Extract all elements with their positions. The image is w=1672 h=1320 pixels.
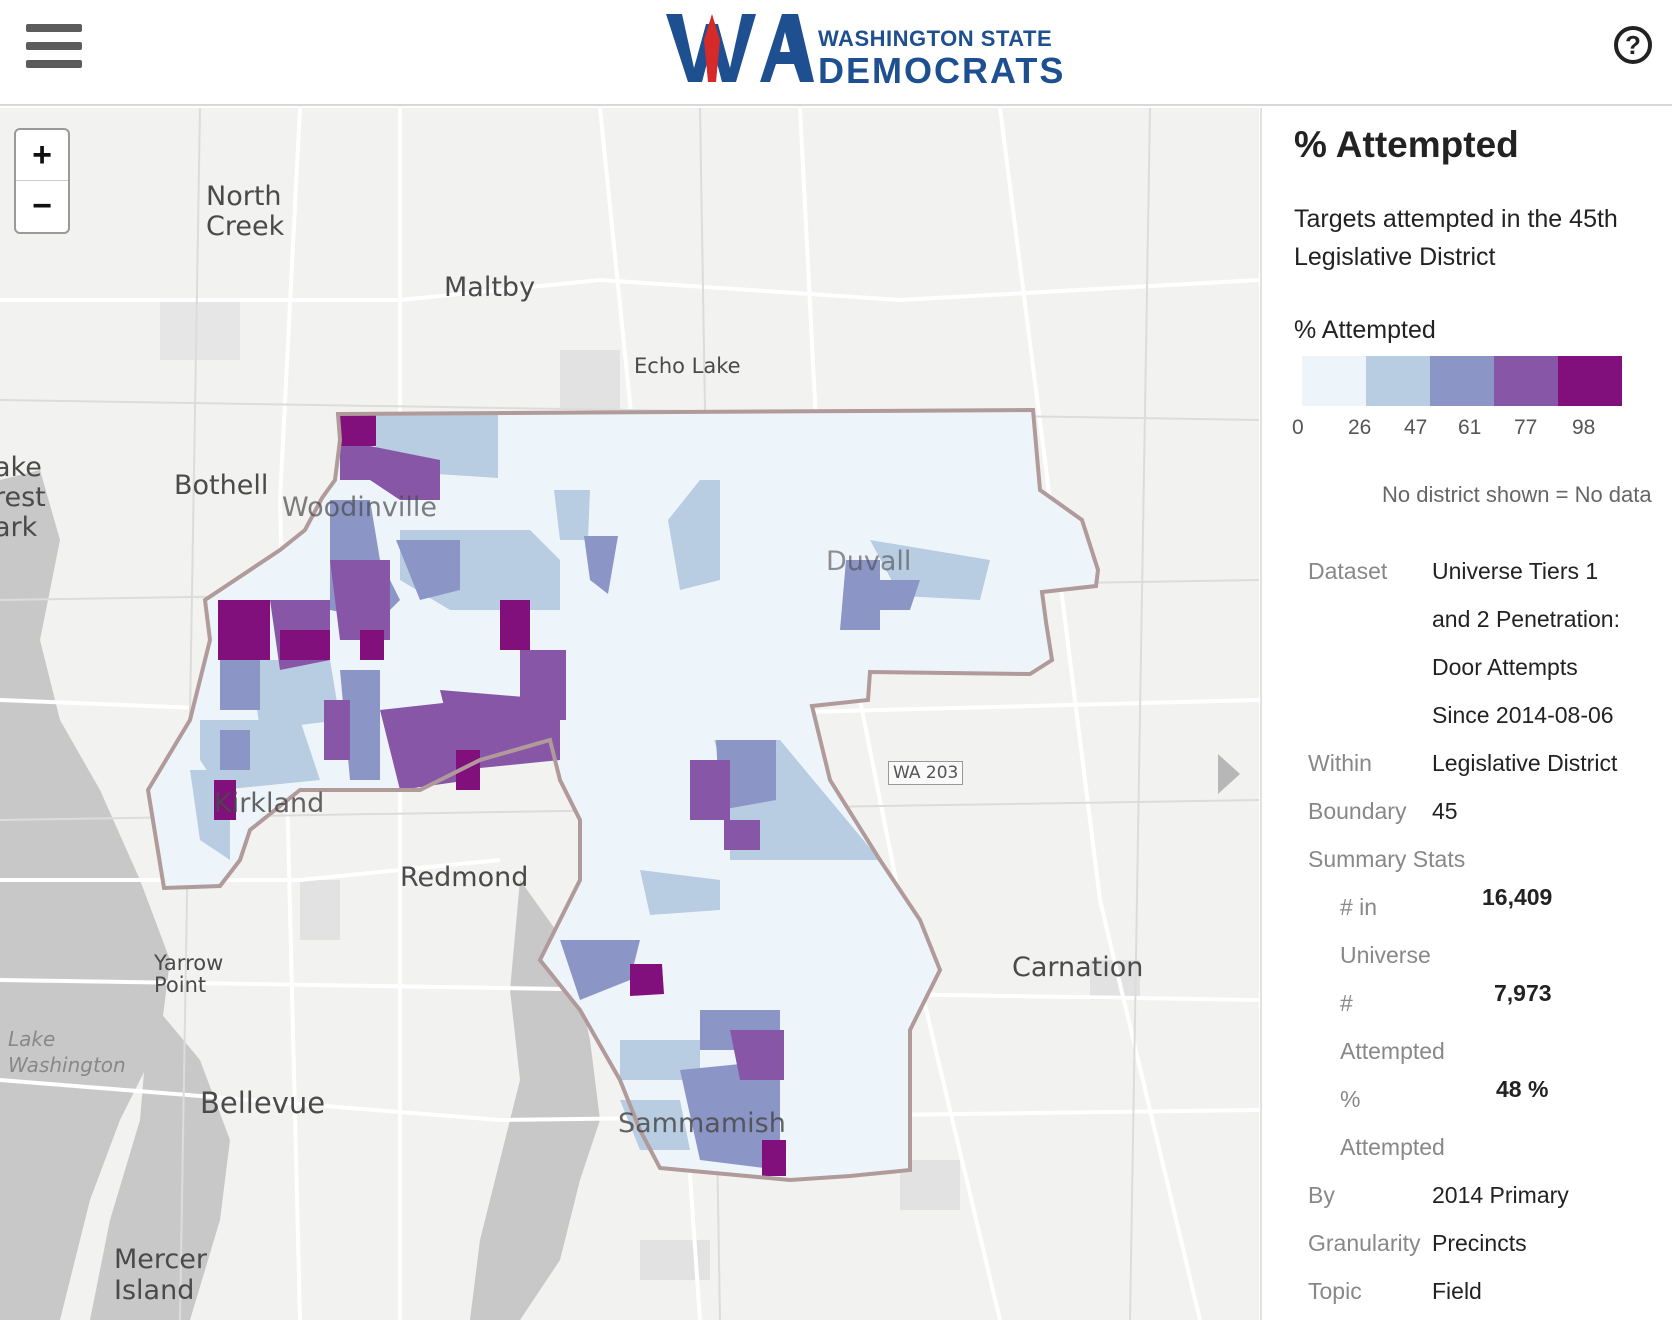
place-carnation: Carnation <box>1012 952 1144 983</box>
place-woodinville: Woodinville <box>282 492 437 523</box>
place-edge-lake: ake <box>0 452 42 483</box>
place-echo-lake: Echo Lake <box>634 354 741 378</box>
dataset-value-line1: Universe Tiers 1 <box>1432 558 1599 584</box>
dataset-value-line4: Since 2014-08-06 <box>1432 702 1614 728</box>
place-edge-park: ark <box>0 512 38 543</box>
legend-tick: 98 <box>1572 416 1596 439</box>
map-canvas[interactable]: North Creek Maltby Echo Lake Bothell Woo… <box>0 108 1259 1320</box>
stat-attempted-label-1: # <box>1340 990 1353 1016</box>
legend-swatch <box>1558 356 1622 406</box>
stat-pct-attempted-label-1: % <box>1340 1086 1361 1112</box>
dataset-value-line2: and 2 Penetration: <box>1432 606 1620 632</box>
place-duvall: Duvall <box>826 546 912 577</box>
by-value: 2014 Primary <box>1432 1182 1569 1208</box>
help-icon[interactable]: ? <box>1614 26 1652 64</box>
legend-tick: 61 <box>1458 416 1482 439</box>
no-data-note: No district shown = No data <box>1382 482 1652 507</box>
zoom-control: + − <box>14 128 70 234</box>
logo-text-bottom: DEMOCRATS <box>818 50 1066 91</box>
place-maltby: Maltby <box>444 272 536 303</box>
stat-in-universe-value: 16,409 <box>1482 884 1553 910</box>
stat-pct-attempted-label-2: Attempted <box>1340 1134 1445 1160</box>
legend-tick: 26 <box>1348 416 1372 439</box>
map-svg <box>0 108 1259 1320</box>
place-kirkland: Kirkland <box>214 788 325 819</box>
place-mercer-island: Mercer Island <box>114 1244 207 1306</box>
info-panel: % Attempted Targets attempted in the 45t… <box>1260 108 1672 1320</box>
legend-tick: 77 <box>1514 416 1538 439</box>
legend-swatch <box>1366 356 1430 406</box>
summary-stats-label: Summary Stats <box>1308 846 1466 872</box>
place-bothell: Bothell <box>174 470 269 501</box>
panel-title: % Attempted <box>1294 124 1519 165</box>
boundary-value: 45 <box>1432 798 1458 824</box>
place-sammamish: Sammamish <box>618 1108 786 1139</box>
hamburger-menu-icon[interactable] <box>26 24 82 72</box>
legend-swatch <box>1430 356 1494 406</box>
logo-text-top: WASHINGTON STATE <box>818 26 1053 51</box>
stat-in-universe-label-1: # in <box>1340 894 1378 920</box>
place-north-creek: North Creek <box>206 181 285 242</box>
wa-democrats-logo[interactable]: WASHINGTON STATE DEMOCRATS <box>664 10 1063 91</box>
by-label: By <box>1308 1182 1335 1208</box>
legend-color-bar <box>1302 356 1622 406</box>
app-header: WASHINGTON STATE DEMOCRATS ? <box>0 0 1672 106</box>
legend-tick: 47 <box>1404 416 1428 439</box>
granularity-value: Precincts <box>1432 1230 1527 1256</box>
place-bellevue: Bellevue <box>200 1086 326 1120</box>
wa-logo-mark-icon <box>666 14 814 82</box>
topic-label: Topic <box>1308 1278 1362 1304</box>
within-value: Legislative District <box>1432 750 1618 776</box>
place-redmond: Redmond <box>400 862 529 893</box>
zoom-in-button[interactable]: + <box>16 130 68 181</box>
legend-tick: 0 <box>1292 416 1304 439</box>
dataset-label: Dataset <box>1308 558 1388 584</box>
panel-toggle-arrow-icon[interactable] <box>1218 754 1240 794</box>
legend-swatch <box>1494 356 1558 406</box>
panel-description: Targets attempted in the 45th Legislativ… <box>1294 205 1618 271</box>
topic-value: Field <box>1432 1278 1482 1304</box>
boundary-label: Boundary <box>1308 798 1407 824</box>
road-shield-wa203: WA 203 <box>888 761 964 785</box>
dataset-value-line3: Door Attempts <box>1432 654 1578 680</box>
stat-in-universe-label-2: Universe <box>1340 942 1431 968</box>
legend-title: % Attempted <box>1294 316 1436 344</box>
within-label: Within <box>1308 750 1372 776</box>
place-yarrow-point: Yarrow Point <box>154 951 224 997</box>
granularity-label: Granularity <box>1308 1230 1421 1256</box>
place-edge-forest: rest <box>0 482 46 513</box>
legend-swatch <box>1302 356 1366 406</box>
zoom-out-button[interactable]: − <box>32 187 52 225</box>
stat-pct-attempted-value: 48 % <box>1496 1076 1549 1102</box>
stat-attempted-label-2: Attempted <box>1340 1038 1445 1064</box>
place-lake-washington: Lake Washington <box>8 1027 126 1077</box>
stat-attempted-value: 7,973 <box>1494 980 1552 1006</box>
